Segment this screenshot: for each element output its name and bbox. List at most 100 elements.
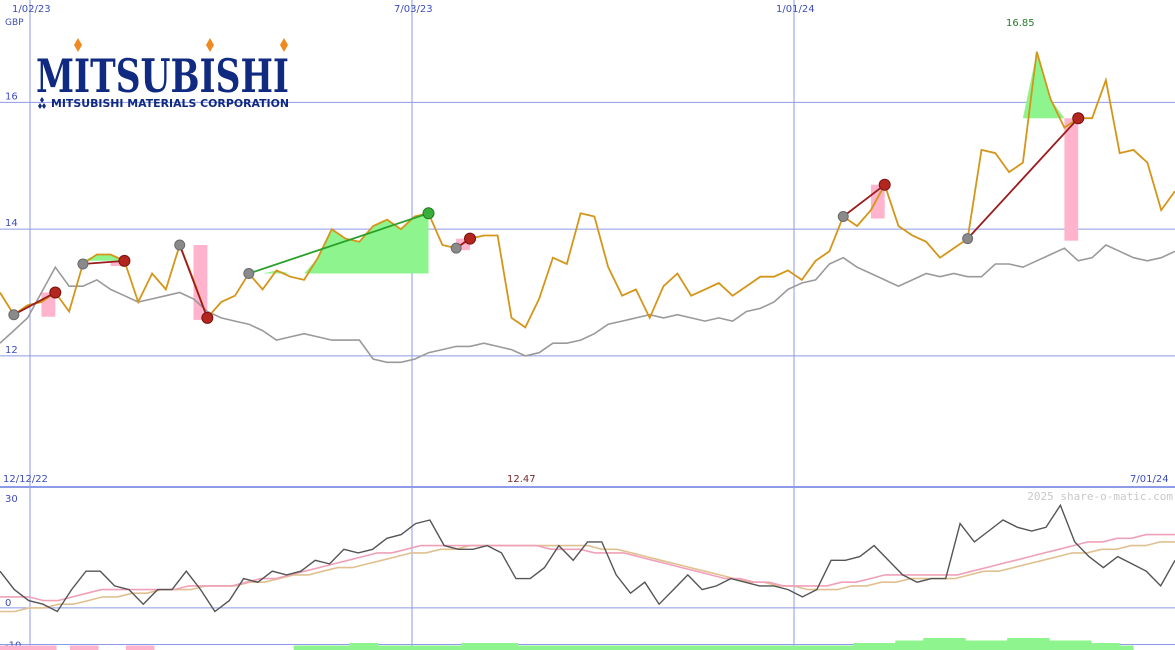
volume-bar [657, 645, 673, 650]
volume-bar [727, 645, 742, 650]
volume-bar [27, 645, 43, 650]
momentum-lines [0, 503, 1175, 613]
volume-bar [69, 645, 85, 650]
volume-bar [951, 638, 966, 650]
volume-bar [867, 643, 882, 650]
volume-bar [643, 645, 659, 650]
volume-bar [503, 643, 519, 650]
volume-bar [923, 638, 938, 650]
volume-bar [993, 640, 1008, 650]
volume-bar [699, 645, 714, 650]
trade-exit-marker [422, 207, 435, 220]
volume-bar [559, 645, 575, 650]
three-diamonds-icon [38, 97, 46, 109]
volume-bar [307, 645, 323, 650]
y-tick-label: -10 [5, 641, 21, 650]
trade-exit-marker [201, 311, 214, 324]
volume-bar [979, 640, 994, 650]
y-tick-label: 16 [5, 91, 18, 102]
trade-exit-marker [464, 232, 476, 245]
gain-fill [967, 51, 1079, 119]
volume-bars [0, 638, 1134, 650]
volume-bar [321, 645, 337, 650]
y-tick-label: 14 [5, 218, 18, 229]
volume-bar [377, 645, 393, 650]
logo-diamond-icon [74, 38, 82, 52]
volume-bar [391, 645, 407, 650]
volume-bar [713, 645, 728, 650]
logo-company-text: MITSUBISHI MATERIALS CORPORATION [51, 97, 289, 110]
trade-connector [178, 244, 209, 319]
benchmark-series [0, 244, 1175, 364]
volume-bar [615, 645, 631, 650]
volume-bar [1007, 638, 1022, 650]
trade-exit-marker [878, 178, 891, 191]
volume-bar [1091, 643, 1106, 650]
benchmark-line [0, 244, 1175, 364]
volume-bar [531, 645, 547, 650]
volume-bar [517, 645, 533, 650]
volume-bar [349, 643, 365, 650]
volume-bar [601, 645, 617, 650]
volume-bar [433, 645, 449, 650]
volume-bar [965, 640, 980, 650]
volume-bar [629, 645, 645, 650]
y-tick-label: 30 [5, 494, 18, 505]
trade-entry-marker [450, 242, 462, 254]
volume-bar [1035, 638, 1050, 650]
volume-bar [769, 645, 784, 650]
trade-entry-marker [174, 239, 186, 251]
volume-bar [881, 643, 896, 650]
volume-bar [797, 645, 812, 650]
volume-bar [363, 643, 379, 650]
volume-bar [461, 643, 477, 650]
trade-exit-marker [1072, 112, 1085, 125]
volume-bar [853, 643, 868, 650]
volume-bar [1063, 640, 1078, 650]
logo-diamond-icon [280, 38, 288, 52]
mitsubishi-logo: MITSUBISHI MITSUBISHI MATERIALS CORPORAT… [36, 38, 289, 110]
trade-connector [842, 184, 886, 218]
loss-fill [1064, 118, 1079, 241]
volume-bar [671, 645, 687, 650]
trade-entry-marker [8, 309, 20, 321]
loss-fill [110, 260, 125, 267]
trade-entry-marker [243, 268, 255, 280]
volume-bar [0, 645, 15, 650]
volume-bar [685, 645, 701, 650]
volume-bar [895, 640, 910, 650]
date-label-1: 1/02/23 [12, 4, 51, 15]
volume-bar [839, 645, 854, 650]
volume-bar [937, 638, 952, 650]
volume-bar [83, 645, 99, 650]
volume-bar [741, 645, 756, 650]
volume-bar [909, 640, 924, 650]
volume-bar [573, 645, 589, 650]
volume-bar [1105, 643, 1120, 650]
high-label: 16.85 [1006, 18, 1035, 29]
y-tick-label: 0 [5, 598, 11, 609]
end-date-label: 7/01/24 [1130, 474, 1169, 485]
volume-bar [293, 645, 309, 650]
volume-bar [419, 645, 435, 650]
trade-exit-marker [49, 286, 62, 299]
volume-bar [1049, 640, 1064, 650]
trade-entry-marker [77, 258, 89, 270]
volume-bar [335, 645, 351, 650]
volume-bar [405, 645, 421, 650]
low-label: 12.47 [507, 474, 536, 485]
volume-bar [825, 645, 840, 650]
volume-bar [41, 645, 57, 650]
momentum-series [0, 503, 1175, 613]
currency-label: GBP [5, 18, 24, 28]
volume-bar [13, 645, 29, 650]
logo-diamond-icon [206, 38, 214, 52]
trade-connector [13, 291, 56, 316]
volume-bar [139, 645, 155, 650]
volume-bar [489, 643, 505, 650]
volume-bar [811, 645, 826, 650]
volume-bar [587, 645, 603, 650]
